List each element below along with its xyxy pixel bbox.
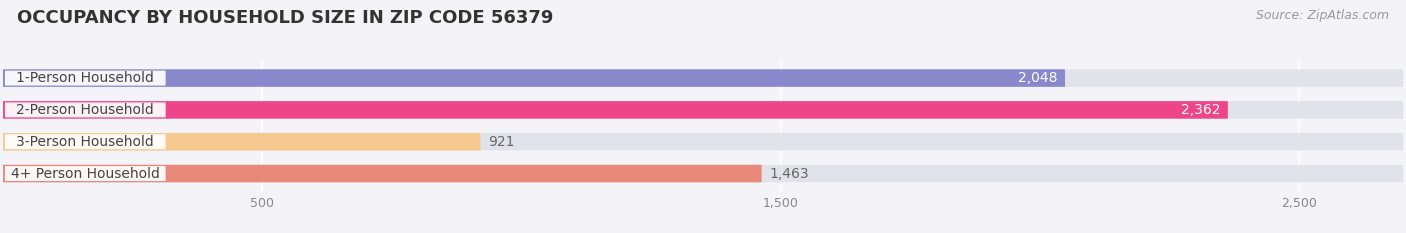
Text: Source: ZipAtlas.com: Source: ZipAtlas.com: [1256, 9, 1389, 22]
Text: 2-Person Household: 2-Person Household: [17, 103, 155, 117]
FancyBboxPatch shape: [3, 165, 762, 182]
Text: 2,048: 2,048: [1018, 71, 1057, 85]
FancyBboxPatch shape: [3, 101, 1227, 119]
Text: 2,362: 2,362: [1181, 103, 1220, 117]
Text: 921: 921: [488, 135, 515, 149]
FancyBboxPatch shape: [3, 69, 1064, 87]
Text: 4+ Person Household: 4+ Person Household: [11, 167, 160, 181]
FancyBboxPatch shape: [3, 165, 1403, 182]
FancyBboxPatch shape: [3, 69, 1403, 87]
FancyBboxPatch shape: [3, 133, 1403, 151]
FancyBboxPatch shape: [3, 133, 481, 151]
Text: 1,463: 1,463: [769, 167, 808, 181]
Text: 3-Person Household: 3-Person Household: [17, 135, 155, 149]
FancyBboxPatch shape: [4, 71, 166, 86]
FancyBboxPatch shape: [3, 101, 1403, 119]
Text: 1-Person Household: 1-Person Household: [17, 71, 155, 85]
FancyBboxPatch shape: [4, 134, 166, 149]
Text: OCCUPANCY BY HOUSEHOLD SIZE IN ZIP CODE 56379: OCCUPANCY BY HOUSEHOLD SIZE IN ZIP CODE …: [17, 9, 553, 27]
FancyBboxPatch shape: [4, 103, 166, 117]
FancyBboxPatch shape: [4, 166, 166, 181]
